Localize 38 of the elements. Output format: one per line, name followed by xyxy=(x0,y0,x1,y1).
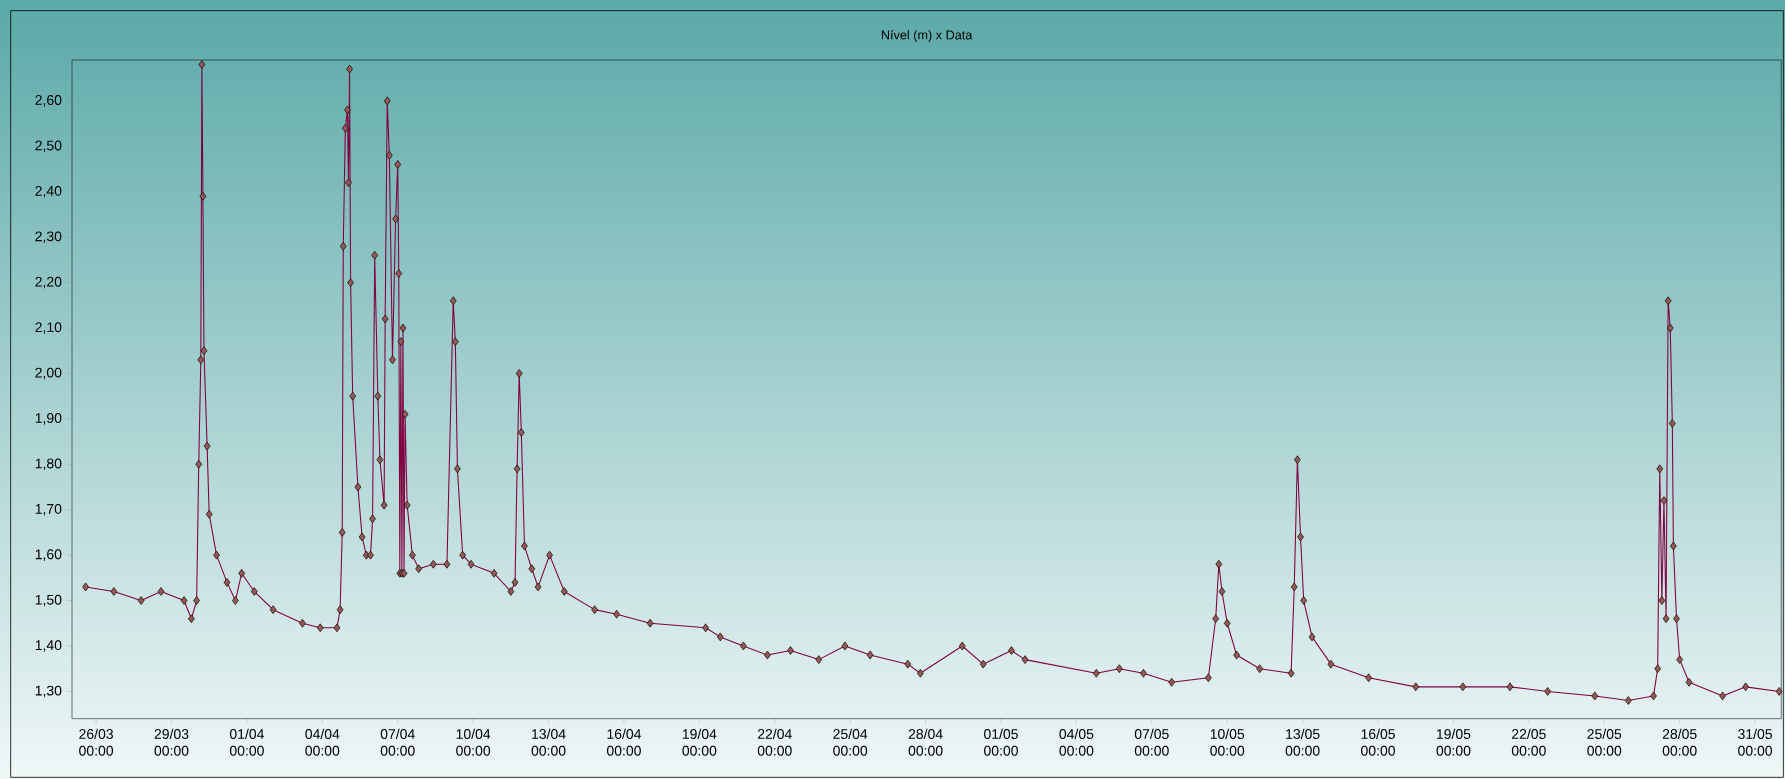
x-tick-label: 29/03 00:00 xyxy=(154,728,189,756)
y-tick-label: 1,90 xyxy=(35,413,62,425)
x-tick-label: 04/04 00:00 xyxy=(305,728,340,756)
x-tick-label: 25/05 00:00 xyxy=(1587,728,1622,756)
x-tick-label: 13/04 00:00 xyxy=(531,728,566,756)
x-tick-label: 16/04 00:00 xyxy=(606,728,642,756)
y-tick-label: 1,50 xyxy=(35,594,62,607)
y-tick-label: 1,40 xyxy=(35,640,62,652)
y-tick-label: 2,30 xyxy=(35,231,62,243)
x-tick-label: 19/05 00:00 xyxy=(1436,728,1471,756)
x-tick-label: 28/05 00:00 xyxy=(1662,728,1697,756)
y-tick-label: 2,20 xyxy=(35,276,62,289)
y-tick-label: 2,40 xyxy=(35,185,62,198)
x-tick-label: 26/03 00:00 xyxy=(79,728,114,756)
x-tick-label: 01/05 00:00 xyxy=(984,728,1018,756)
x-tick-label: 04/05 00:00 xyxy=(1059,728,1094,756)
x-tick-label: 25/04 00:00 xyxy=(833,728,868,756)
x-tick-label: 07/04 00:00 xyxy=(380,728,415,756)
x-tick-label: 07/05 00:00 xyxy=(1134,728,1169,756)
x-tick-label: 13/05 00:00 xyxy=(1285,728,1320,756)
y-tick-label: 1,80 xyxy=(35,458,62,471)
chart-title: Nível (m) x Data xyxy=(881,30,973,42)
x-tick-label: 19/04 00:00 xyxy=(682,728,717,756)
y-tick-label: 2,10 xyxy=(35,322,62,334)
x-tick-label: 10/04 00:00 xyxy=(456,728,491,756)
x-tick-label: 22/04 00:00 xyxy=(757,728,792,756)
y-tick-label: 2,00 xyxy=(35,367,62,380)
x-tick-label: 10/05 00:00 xyxy=(1210,728,1245,756)
x-tick-label: 31/05 00:00 xyxy=(1738,728,1773,756)
y-tick-label: 1,70 xyxy=(35,503,62,516)
x-tick-label: 16/05 00:00 xyxy=(1361,728,1395,756)
y-tick-label: 2,60 xyxy=(35,95,62,107)
y-tick-label: 1,30 xyxy=(35,685,62,698)
y-tick-label: 2,50 xyxy=(35,140,62,153)
x-tick-label: 01/04 00:00 xyxy=(229,728,264,756)
x-tick-label: 28/04 00:00 xyxy=(908,728,943,756)
y-tick-label: 1,60 xyxy=(35,549,62,561)
x-tick-label: 22/05 00:00 xyxy=(1511,728,1546,756)
